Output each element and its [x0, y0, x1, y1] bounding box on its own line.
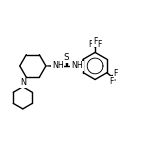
Text: N: N [20, 78, 26, 87]
Text: F: F [114, 69, 118, 78]
Text: F: F [114, 74, 118, 83]
Text: NH: NH [71, 61, 83, 71]
Text: S: S [64, 53, 69, 62]
Text: F: F [97, 40, 102, 49]
Text: N: N [20, 78, 26, 87]
Text: F: F [109, 77, 114, 86]
Text: F: F [89, 40, 93, 49]
Polygon shape [23, 77, 26, 82]
Text: F: F [93, 37, 97, 46]
Text: NH: NH [52, 61, 64, 71]
Polygon shape [46, 65, 54, 67]
